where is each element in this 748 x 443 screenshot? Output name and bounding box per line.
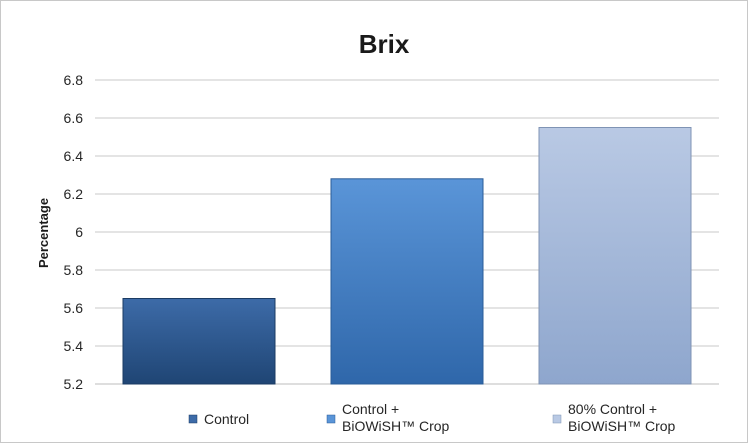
y-tick-label: 5.4: [64, 338, 84, 354]
legend: Control Control + BiOWiSH™ Crop 80% Control…: [188, 401, 676, 434]
y-tick-label: 6.2: [64, 186, 84, 202]
legend-swatch: [326, 414, 336, 424]
y-tick-label: 5.2: [64, 376, 84, 392]
y-tick-label: 5.8: [64, 262, 84, 278]
legend-entry: Control: [204, 411, 249, 427]
bars: [122, 127, 692, 385]
legend-entry: Control + BiOWiSH™ Crop: [342, 401, 450, 434]
chart-title: Brix: [359, 29, 410, 59]
y-tick-label: 5.6: [64, 300, 84, 316]
y-tick-label: 6: [75, 224, 83, 240]
y-axis-tick-labels: 5.2 5.4 5.6 5.8 6 6.2 6.4 6.6 6.8: [64, 72, 84, 392]
bar: [122, 298, 276, 385]
legend-entry: 80% Control + BiOWiSH™ Crop: [568, 401, 676, 434]
y-tick-label: 6.4: [64, 148, 84, 164]
y-tick-label: 6.8: [64, 72, 84, 88]
y-tick-label: 6.6: [64, 110, 84, 126]
legend-swatch: [552, 414, 562, 424]
legend-swatch: [188, 414, 198, 424]
bar: [538, 127, 692, 385]
y-axis-label: Percentage: [36, 198, 51, 268]
bar: [330, 178, 484, 385]
